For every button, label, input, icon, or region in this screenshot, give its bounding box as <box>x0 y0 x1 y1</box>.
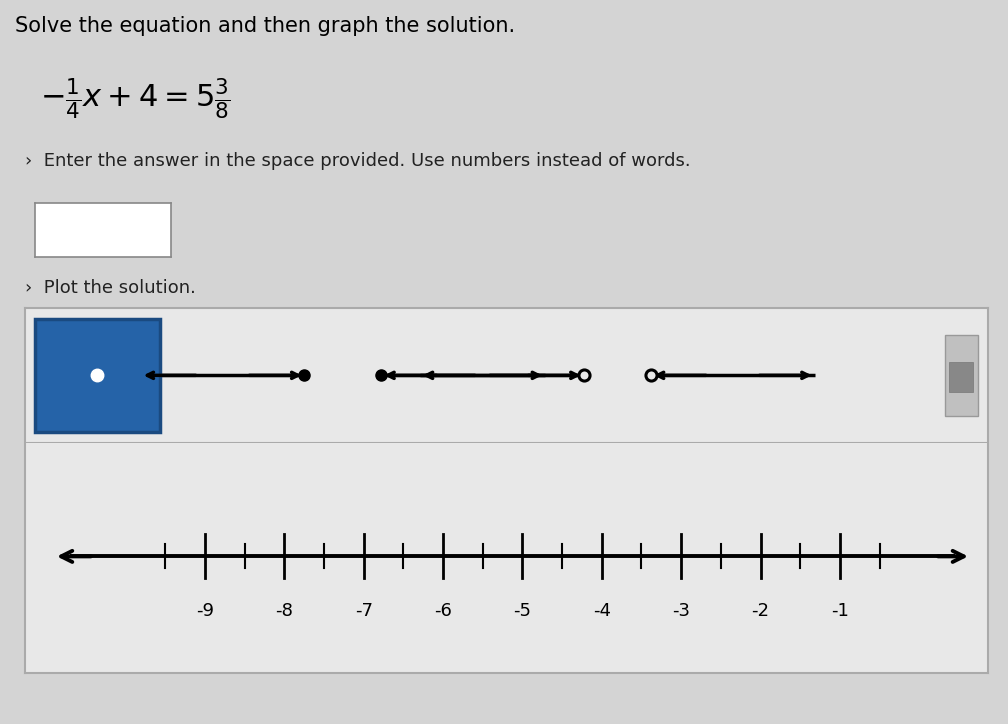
Text: -1: -1 <box>831 602 849 620</box>
Text: -4: -4 <box>593 602 611 620</box>
Text: -3: -3 <box>672 602 690 620</box>
Text: -8: -8 <box>275 602 293 620</box>
Text: -5: -5 <box>513 602 531 620</box>
Bar <box>35 319 160 432</box>
Bar <box>950 362 974 392</box>
Text: Solve the equation and then graph the solution.: Solve the equation and then graph the so… <box>15 16 515 36</box>
Text: ›  Plot the solution.: › Plot the solution. <box>25 279 197 297</box>
Text: -6: -6 <box>434 602 452 620</box>
Text: -2: -2 <box>752 602 769 620</box>
Bar <box>944 334 978 416</box>
Text: -7: -7 <box>355 602 373 620</box>
Text: -9: -9 <box>196 602 214 620</box>
Text: ›  Enter the answer in the space provided. Use numbers instead of words.: › Enter the answer in the space provided… <box>25 152 690 170</box>
Text: $-\frac{1}{4}x + 4 = 5\frac{3}{8}$: $-\frac{1}{4}x + 4 = 5\frac{3}{8}$ <box>40 76 231 122</box>
